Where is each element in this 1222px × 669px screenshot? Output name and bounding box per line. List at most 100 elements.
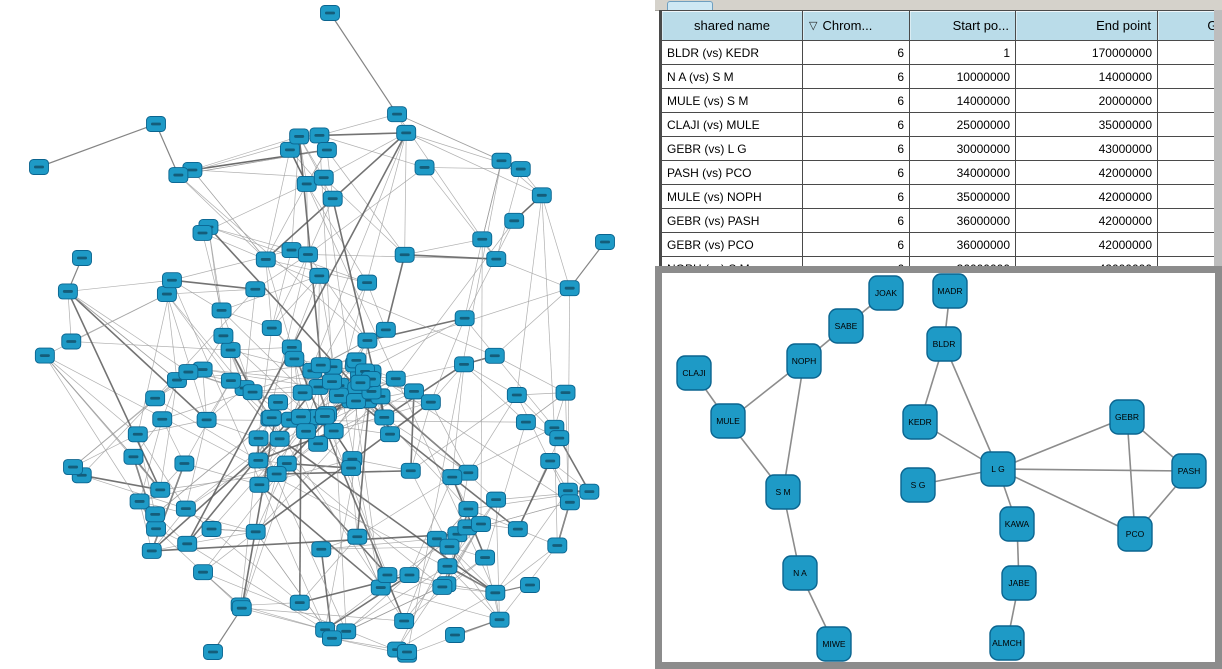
network-node[interactable] — [309, 127, 330, 144]
network-node[interactable] — [380, 426, 400, 443]
network-node[interactable] — [375, 321, 396, 338]
detail-node-sabe[interactable]: SABE — [828, 308, 864, 344]
network-node[interactable] — [34, 347, 55, 364]
network-node[interactable] — [168, 167, 189, 184]
network-node[interactable] — [471, 516, 491, 532]
network-node[interactable] — [547, 537, 568, 554]
network-node[interactable] — [249, 476, 270, 493]
network-node[interactable] — [177, 535, 198, 552]
column-header-end-point[interactable]: End point — [1015, 10, 1158, 41]
table-cell[interactable]: BLDR (vs) KEDR — [661, 40, 803, 65]
table-cell[interactable]: GEBR (vs) L G — [661, 136, 803, 161]
network-node[interactable] — [322, 373, 342, 390]
detail-node-pash[interactable]: PASH — [1171, 453, 1207, 489]
network-node[interactable] — [175, 500, 196, 517]
network-node[interactable] — [220, 342, 241, 359]
network-node[interactable] — [504, 212, 525, 229]
network-node[interactable] — [394, 246, 415, 263]
network-node[interactable] — [555, 384, 576, 401]
table-cell[interactable]: 10.5 — [1157, 184, 1222, 209]
network-node[interactable] — [196, 411, 217, 428]
network-node[interactable] — [595, 234, 615, 250]
table-cell[interactable]: MULE (vs) S M — [661, 88, 803, 113]
network-node[interactable] — [377, 567, 398, 583]
network-node[interactable] — [261, 409, 282, 426]
network-node[interactable] — [261, 320, 282, 336]
table-cell[interactable]: 6 — [802, 232, 910, 257]
table-cell[interactable]: 36000000 — [909, 232, 1016, 257]
network-node[interactable] — [245, 523, 266, 540]
table-row[interactable]: N A (vs) S M610000000140000006.6 — [661, 64, 1222, 89]
network-node[interactable] — [141, 542, 162, 559]
network-node[interactable] — [484, 347, 505, 364]
network-node[interactable] — [357, 332, 378, 349]
network-node[interactable] — [213, 327, 234, 344]
detail-node-joak[interactable]: JOAK — [868, 275, 904, 311]
network-node[interactable] — [454, 356, 474, 373]
network-node[interactable] — [311, 541, 332, 558]
network-node[interactable] — [540, 453, 561, 469]
network-node[interactable] — [211, 302, 232, 319]
panel-tab[interactable] — [667, 1, 713, 10]
table-cell[interactable]: 6.6 — [1157, 64, 1222, 89]
network-node[interactable] — [245, 281, 266, 298]
network-node[interactable] — [313, 169, 334, 186]
network-node[interactable] — [156, 286, 177, 302]
network-node[interactable] — [439, 538, 460, 555]
network-node[interactable] — [201, 521, 222, 537]
table-cell[interactable]: 25000000 — [909, 112, 1016, 137]
network-node[interactable] — [57, 283, 78, 300]
network-node[interactable] — [475, 549, 496, 566]
network-node[interactable] — [559, 280, 580, 297]
network-node[interactable] — [491, 152, 512, 169]
network-node[interactable] — [248, 452, 269, 469]
detail-node-pco[interactable]: PCO — [1117, 516, 1153, 552]
network-node[interactable] — [316, 142, 337, 158]
table-cell[interactable]: 42000000 — [1015, 160, 1158, 185]
network-node[interactable] — [152, 411, 173, 428]
network-node[interactable] — [192, 225, 213, 241]
network-node[interactable] — [203, 644, 223, 660]
network-node[interactable] — [323, 423, 344, 439]
table-cell[interactable]: 5.9 — [1157, 112, 1222, 137]
table-cell[interactable]: CLAJI (vs) MULE — [661, 112, 803, 137]
network-node[interactable] — [385, 370, 406, 387]
table-cell[interactable]: GEBR (vs) PCO — [661, 232, 803, 257]
network-node[interactable] — [221, 372, 241, 389]
network-node[interactable] — [248, 430, 269, 447]
network-node[interactable] — [486, 251, 507, 268]
network-node[interactable] — [489, 611, 510, 628]
network-node[interactable] — [150, 481, 171, 498]
network-node[interactable] — [279, 141, 300, 158]
network-node[interactable] — [289, 594, 310, 611]
network-node[interactable] — [397, 644, 417, 660]
table-cell[interactable]: 1 — [909, 40, 1016, 65]
table-scroll-gutter[interactable] — [1214, 10, 1222, 266]
network-node[interactable] — [347, 528, 368, 545]
table-row[interactable]: MULE (vs) NOPH6350000004200000010.5 — [661, 184, 1222, 209]
table-cell[interactable]: N A (vs) S M — [661, 64, 803, 89]
network-node[interactable] — [127, 426, 148, 443]
network-node[interactable] — [442, 469, 463, 486]
detail-node-bldr[interactable]: BLDR — [926, 326, 962, 362]
network-node[interactable] — [507, 521, 528, 538]
network-node[interactable] — [161, 272, 182, 289]
network-node[interactable] — [486, 491, 507, 508]
network-node[interactable] — [178, 364, 199, 381]
detail-node-kawa[interactable]: KAWA — [999, 506, 1035, 542]
network-node[interactable] — [472, 231, 493, 248]
network-node[interactable] — [231, 600, 252, 617]
network-node[interactable] — [357, 274, 378, 291]
table-cell[interactable]: 14000000 — [909, 88, 1016, 113]
network-node[interactable] — [292, 384, 313, 401]
network-node[interactable] — [310, 357, 331, 374]
network-node[interactable] — [308, 435, 329, 452]
network-node[interactable] — [29, 159, 49, 175]
table-cell[interactable]: 8.4 — [1157, 232, 1222, 257]
table-cell[interactable]: 36000000 — [909, 208, 1016, 233]
network-node[interactable] — [387, 106, 407, 123]
table-row[interactable]: GEBR (vs) PCO636000000420000008.4 — [661, 232, 1222, 257]
table-cell[interactable]: 35000000 — [909, 184, 1016, 209]
column-header-start-po-[interactable]: Start po... — [909, 10, 1016, 41]
network-node[interactable] — [269, 430, 290, 447]
